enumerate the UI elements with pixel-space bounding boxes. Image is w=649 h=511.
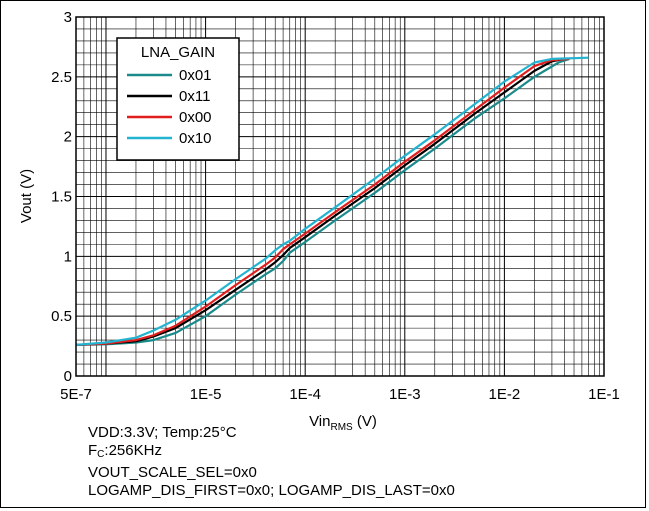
y-tick-label: 2 [64, 129, 72, 146]
y-tick-label: 1 [64, 248, 72, 265]
series-line-0x00 [75, 57, 570, 346]
note-vdd-temp: VDD:3.3V; Temp:25°C [88, 424, 237, 441]
note-fc: FC:256KHz [88, 442, 455, 464]
x-tick-label: 1E-2 [489, 386, 521, 403]
series-group [75, 56, 589, 346]
legend-label-0x11: 0x11 [179, 88, 210, 105]
legend-label-0x10: 0x10 [179, 130, 212, 147]
legend-label-0x01: 0x01 [179, 67, 212, 84]
legend-title: LNA_GAIN [141, 44, 215, 61]
series-line-0x11 [75, 57, 565, 346]
y-tick-label: 0 [64, 368, 72, 385]
y-tick-label: 1.5 [51, 189, 72, 206]
legend: LNA_GAIN 0x01 0x11 0x00 0x10 [116, 37, 240, 161]
x-tick-label: 1E-1 [588, 386, 620, 403]
x-axis-label-sub: RMS [331, 422, 354, 433]
tick-labels: 0 0.5 1 1.5 2 2.5 3 5E-7 1E-5 1E-4 1E-3 1E-2 1E-1 [51, 9, 620, 403]
y-tick-label: 2.5 [51, 69, 72, 86]
x-axis-label-unit: (V) [353, 413, 377, 430]
note-fc-main: F [88, 442, 98, 459]
legend-box [116, 37, 240, 161]
y-tick-label: 0.5 [51, 308, 72, 325]
series-line-0x01 [75, 57, 570, 346]
note-logamp: LOGAMP_DIS_FIRST=0x0; LOGAMP_DIS_LAST=0x… [88, 482, 455, 499]
x-tick-label: 5E-7 [60, 386, 92, 403]
plot-area [75, 16, 605, 377]
y-tick-label: 3 [64, 9, 72, 26]
x-axis-label: VinRMS (V) [309, 413, 377, 433]
legend-label-0x00: 0x00 [179, 109, 212, 126]
x-tick-label: 1E-5 [190, 386, 222, 403]
note-fc-rest: :256KHz [104, 442, 162, 459]
series-line-0x10 [75, 56, 589, 346]
test-conditions: VDD:3.3V; Temp:25°C FC:256KHz VOUT_SCALE… [88, 424, 455, 500]
x-tick-label: 1E-4 [289, 386, 321, 403]
x-axis-label-main: Vin [309, 413, 330, 430]
note-vout-scale: VOUT_SCALE_SEL=0x0 [88, 464, 257, 481]
x-tick-label: 1E-3 [389, 386, 421, 403]
note-fc-sub: C [97, 449, 105, 460]
y-axis-label: Vout (V) [18, 169, 35, 223]
